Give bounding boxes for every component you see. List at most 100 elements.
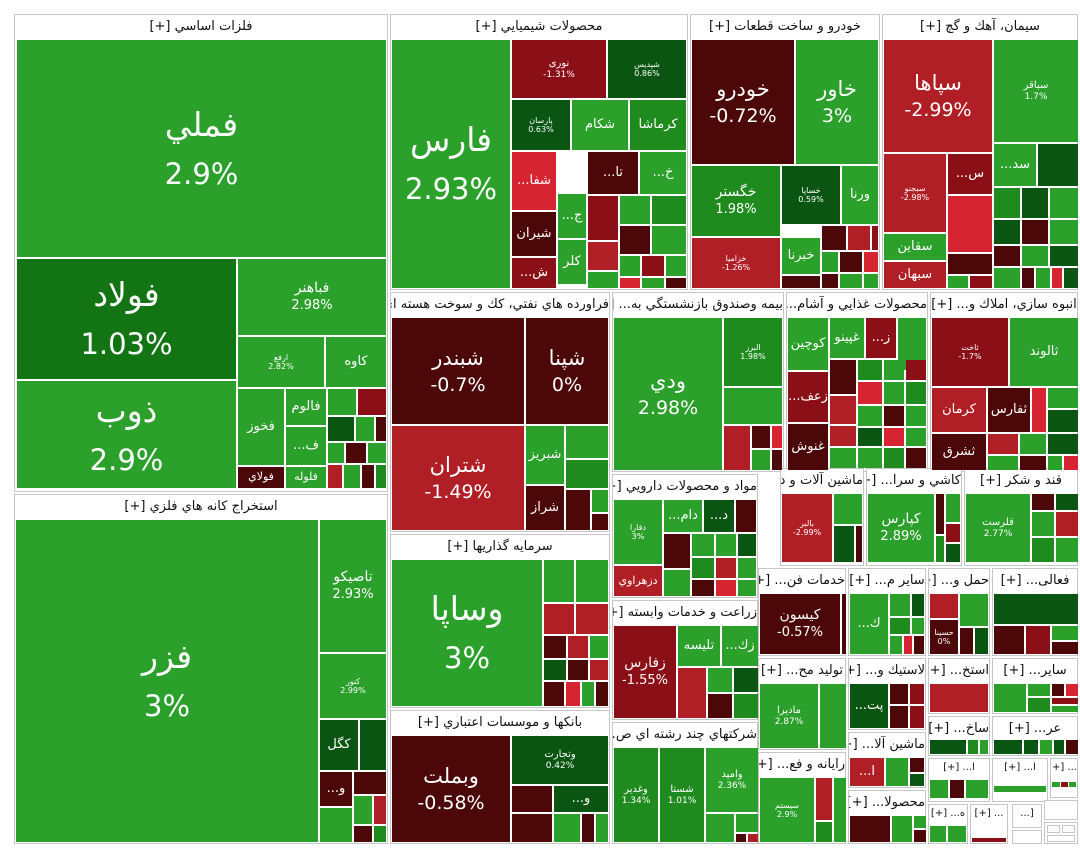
tile-cell[interactable] bbox=[1056, 512, 1078, 536]
tile-سپاها[interactable]: سپاها -2.99% bbox=[884, 40, 992, 152]
tile-cell[interactable] bbox=[1047, 835, 1075, 842]
tile-cell[interactable] bbox=[994, 220, 1020, 244]
tile-مادیرا[interactable]: مادیرا 2.87% bbox=[760, 684, 818, 748]
tile-cell[interactable] bbox=[734, 668, 758, 692]
tile-cell[interactable] bbox=[1052, 698, 1078, 704]
tile-cell[interactable] bbox=[906, 406, 926, 426]
tile-cell[interactable] bbox=[1020, 456, 1046, 470]
tile-خبرنا[interactable]: خبرنا bbox=[782, 238, 820, 274]
tile-cell[interactable] bbox=[930, 684, 988, 712]
tile-cell[interactable] bbox=[1024, 740, 1038, 754]
tile-cell[interactable] bbox=[1050, 188, 1078, 218]
tile-cell[interactable] bbox=[856, 526, 862, 562]
tile-cell[interactable] bbox=[708, 694, 732, 718]
tile-و...[interactable]: و... bbox=[320, 772, 352, 806]
tile-cell[interactable] bbox=[652, 196, 686, 224]
tile-cell[interactable] bbox=[1052, 268, 1062, 288]
tile-cell[interactable] bbox=[1028, 698, 1050, 712]
tile-کپارس[interactable]: کپارس 2.89% bbox=[868, 494, 934, 562]
tile-cell[interactable] bbox=[892, 816, 912, 842]
tile-cell[interactable] bbox=[664, 534, 690, 568]
tile-cell[interactable] bbox=[346, 443, 366, 463]
tile-کوچین[interactable]: کوچین bbox=[788, 318, 828, 370]
tile-cell[interactable] bbox=[930, 780, 948, 798]
tile-cell[interactable] bbox=[620, 278, 640, 288]
tile-cell[interactable] bbox=[910, 706, 924, 728]
tile-cell[interactable] bbox=[752, 426, 770, 448]
tile-تاصیکو[interactable]: تاصیکو 2.93% bbox=[320, 520, 386, 652]
tile-cell[interactable] bbox=[884, 448, 904, 468]
sector-title-small-e[interactable]: ه... [+] bbox=[930, 808, 966, 819]
sector-title-investments[interactable]: سرمایه گذاریها [+] bbox=[447, 539, 553, 554]
tile-cell[interactable] bbox=[368, 443, 386, 463]
tile-cell[interactable] bbox=[842, 594, 846, 654]
sector-title-tech-services[interactable]: خدمات فن... [+] bbox=[759, 573, 845, 588]
tile-cell[interactable] bbox=[910, 774, 924, 786]
tile-غپینو[interactable]: غپینو bbox=[830, 318, 864, 358]
tile-cell[interactable] bbox=[716, 534, 736, 556]
sector-title-metal-mining[interactable]: استخراج کانه هاي فلزي [+] bbox=[124, 499, 278, 514]
tile-تا...[interactable]: تا... bbox=[588, 152, 638, 194]
tile-cell[interactable] bbox=[822, 226, 846, 250]
tile-cell[interactable] bbox=[850, 816, 890, 842]
tile-cell[interactable] bbox=[716, 580, 736, 596]
tile-cell[interactable] bbox=[736, 814, 758, 832]
tile-cell[interactable] bbox=[994, 786, 1046, 792]
tile-cell[interactable] bbox=[344, 465, 360, 488]
tile-cell[interactable] bbox=[834, 526, 854, 562]
tile-cell[interactable] bbox=[692, 558, 714, 578]
sector-title-cement[interactable]: سیمان، آهك و گچ [+] bbox=[920, 19, 1040, 34]
tile-cell[interactable] bbox=[358, 389, 386, 415]
tile-cell[interactable] bbox=[968, 740, 978, 754]
tile-cell[interactable] bbox=[576, 560, 608, 602]
tile-cell[interactable] bbox=[904, 636, 912, 654]
tile-سد...[interactable]: سد... bbox=[994, 144, 1036, 186]
sector-title-small-d[interactable]: [... bbox=[1020, 808, 1034, 819]
tile-سبهان[interactable]: سبهان bbox=[884, 262, 946, 288]
tile-ا...[interactable]: ا... bbox=[850, 758, 884, 786]
tile-cell[interactable] bbox=[930, 826, 946, 842]
tile-cell[interactable] bbox=[692, 580, 714, 596]
tile-cell[interactable] bbox=[1052, 706, 1078, 712]
tile-cell[interactable] bbox=[994, 684, 1026, 712]
tile-cell[interactable] bbox=[994, 594, 1078, 624]
sector-title-oil-products[interactable]: فراورده هاي نفتي، کك و سوخت هسته اي [+] bbox=[391, 297, 609, 312]
tile-cell[interactable] bbox=[858, 360, 882, 380]
tile-cell[interactable] bbox=[1066, 684, 1078, 696]
tile-cell[interactable] bbox=[620, 256, 640, 276]
tile-cell[interactable] bbox=[994, 246, 1020, 266]
sector-title-construction[interactable]: ساخ... [+] bbox=[929, 721, 989, 736]
tile-cell[interactable] bbox=[1056, 494, 1078, 510]
tile-cell[interactable] bbox=[1038, 144, 1078, 186]
tile-پارسان[interactable]: پارسان 0.63% bbox=[512, 100, 570, 150]
tile-cell[interactable] bbox=[590, 660, 608, 680]
tile-cell[interactable] bbox=[858, 448, 882, 468]
tile-خ...[interactable]: خ... bbox=[640, 152, 686, 194]
tile-cell[interactable] bbox=[588, 242, 618, 270]
tile-cell[interactable] bbox=[328, 417, 354, 441]
tile-cell[interactable] bbox=[376, 417, 386, 441]
tile-cell[interactable] bbox=[666, 278, 686, 288]
tile-شراز[interactable]: شراز bbox=[526, 486, 564, 530]
tile-cell[interactable] bbox=[890, 618, 910, 634]
tile-دفارا[interactable]: دفارا 3% bbox=[614, 500, 662, 564]
tile-cell[interactable] bbox=[910, 684, 924, 704]
tile-cell[interactable] bbox=[748, 834, 758, 842]
tile-س...[interactable]: س... bbox=[948, 154, 992, 194]
tile-cell[interactable] bbox=[588, 196, 618, 240]
tile-cell[interactable] bbox=[906, 382, 926, 404]
tile-cell[interactable] bbox=[1022, 188, 1048, 218]
sector-title-rubber[interactable]: لاستیك و... [+] bbox=[849, 663, 925, 678]
tile-ارفع[interactable]: ارفع 2.82% bbox=[238, 337, 324, 387]
tile-cell[interactable] bbox=[320, 808, 352, 842]
tile-cell[interactable] bbox=[354, 826, 372, 842]
tile-نوری[interactable]: نوری -1.31% bbox=[512, 40, 606, 98]
tile-خساپا[interactable]: خساپا 0.59% bbox=[782, 166, 840, 224]
tile-ثاخت[interactable]: ثاخت -1.7% bbox=[932, 318, 1008, 386]
tile-cell[interactable] bbox=[858, 382, 882, 404]
tile-خزامیا[interactable]: خزامیا -1.26% bbox=[692, 238, 780, 288]
tile-cell[interactable] bbox=[1048, 456, 1062, 470]
tile-شتران[interactable]: شتران -1.49% bbox=[392, 426, 524, 530]
tile-cell[interactable] bbox=[1032, 388, 1046, 432]
tile-cell[interactable] bbox=[692, 534, 714, 556]
